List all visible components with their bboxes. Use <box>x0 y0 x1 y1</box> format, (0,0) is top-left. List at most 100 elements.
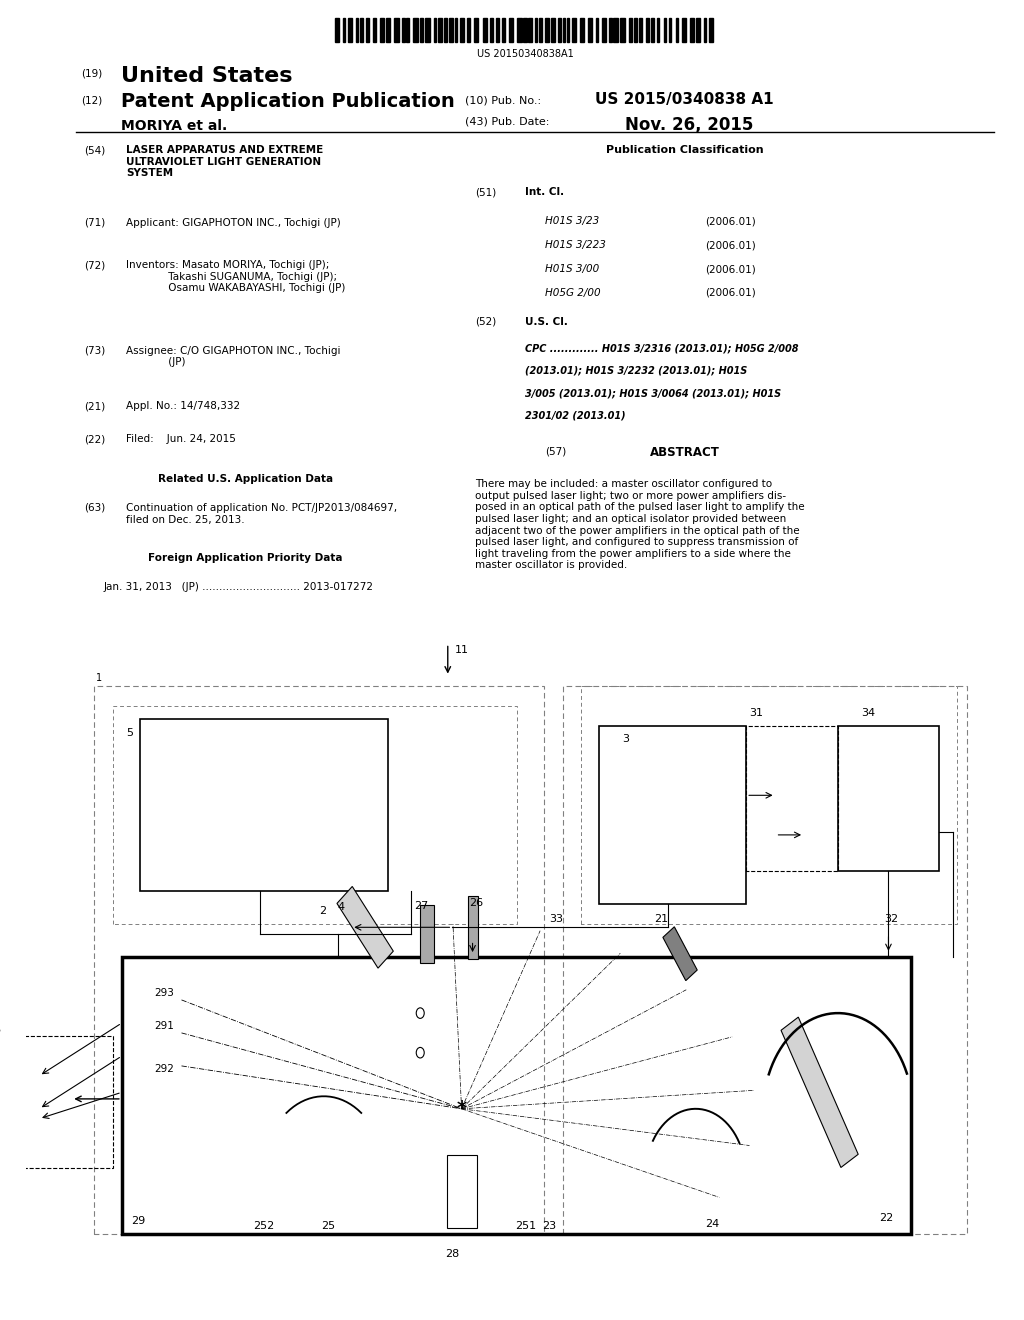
Bar <box>634 18 637 42</box>
Polygon shape <box>781 1018 858 1167</box>
Bar <box>563 18 565 42</box>
Text: 293: 293 <box>154 989 174 998</box>
Text: (43) Pub. Date:: (43) Pub. Date: <box>465 116 550 127</box>
Text: (57): (57) <box>545 446 566 457</box>
Text: Int. Cl.: Int. Cl. <box>525 187 564 198</box>
Text: United States: United States <box>121 66 292 86</box>
Bar <box>629 18 632 42</box>
Text: (71): (71) <box>84 218 105 228</box>
Bar <box>669 18 672 42</box>
Bar <box>639 18 642 42</box>
Bar <box>581 18 584 42</box>
Bar <box>613 18 617 42</box>
Bar <box>705 18 706 42</box>
Text: US 2015/0340838 A1: US 2015/0340838 A1 <box>595 92 773 107</box>
Text: U.S. Cl.: U.S. Cl. <box>525 317 568 327</box>
Bar <box>460 18 464 42</box>
Text: (52): (52) <box>475 317 497 327</box>
Text: 4: 4 <box>338 903 345 912</box>
Bar <box>517 18 521 42</box>
Bar <box>496 18 499 42</box>
Text: 11: 11 <box>455 645 469 655</box>
Polygon shape <box>337 887 393 968</box>
Text: 29: 29 <box>131 1216 145 1226</box>
Bar <box>656 18 659 42</box>
Text: 26: 26 <box>469 898 483 908</box>
Text: 3: 3 <box>623 734 629 744</box>
Bar <box>551 18 555 42</box>
Text: Publication Classification: Publication Classification <box>606 145 764 156</box>
Text: (12): (12) <box>81 95 102 106</box>
Text: 5: 5 <box>126 727 133 738</box>
Text: 252: 252 <box>254 1221 274 1232</box>
Bar <box>425 18 430 42</box>
Bar <box>709 18 713 42</box>
Text: (2013.01); H01S 3/2232 (2013.01); H01S: (2013.01); H01S 3/2232 (2013.01); H01S <box>525 366 748 376</box>
Text: US 20150340838A1: US 20150340838A1 <box>476 49 573 59</box>
Bar <box>467 18 470 42</box>
Text: Foreign Application Priority Data: Foreign Application Priority Data <box>148 553 343 564</box>
Text: (2006.01): (2006.01) <box>705 216 756 227</box>
Text: 31: 31 <box>749 708 763 718</box>
Text: Assignee: C/O GIGAPHOTON INC., Tochigi
             (JP): Assignee: C/O GIGAPHOTON INC., Tochigi (… <box>126 346 340 367</box>
Bar <box>509 18 513 42</box>
Bar <box>602 18 605 42</box>
Bar <box>621 18 625 42</box>
Text: (21): (21) <box>84 401 105 412</box>
Bar <box>343 18 345 42</box>
Bar <box>676 18 678 42</box>
Text: 2: 2 <box>319 906 327 916</box>
Bar <box>609 18 611 42</box>
Bar <box>380 18 384 42</box>
Bar <box>336 18 339 42</box>
Text: MORIYA et al.: MORIYA et al. <box>121 119 227 133</box>
Text: (73): (73) <box>84 346 105 356</box>
Text: 33: 33 <box>549 913 563 924</box>
Text: CPC ............. H01S 3/2316 (2013.01); H05G 2/008: CPC ............. H01S 3/2316 (2013.01);… <box>525 343 799 354</box>
Text: 292: 292 <box>154 1064 174 1074</box>
Text: 34: 34 <box>861 708 876 718</box>
Text: LASER APPARATUS AND EXTREME
ULTRAVIOLET LIGHT GENERATION
SYSTEM: LASER APPARATUS AND EXTREME ULTRAVIOLET … <box>126 145 324 178</box>
Bar <box>373 18 376 42</box>
Bar <box>420 18 423 42</box>
Bar <box>490 18 493 42</box>
Bar <box>407 18 409 42</box>
Bar <box>571 18 577 42</box>
Polygon shape <box>663 927 697 981</box>
Bar <box>386 18 390 42</box>
Bar <box>664 18 667 42</box>
Text: (51): (51) <box>475 187 497 198</box>
Text: (72): (72) <box>84 260 105 271</box>
Text: (2006.01): (2006.01) <box>705 288 756 298</box>
Text: H05G 2/00: H05G 2/00 <box>545 288 601 298</box>
Text: There may be included: a master oscillator configured to
output pulsed laser lig: There may be included: a master oscillat… <box>475 479 805 570</box>
Text: H01S 3/223: H01S 3/223 <box>545 240 606 251</box>
Bar <box>420 906 433 964</box>
Text: Applicant: GIGAPHOTON INC., Tochigi (JP): Applicant: GIGAPHOTON INC., Tochigi (JP) <box>126 218 341 228</box>
Bar <box>437 18 442 42</box>
Bar <box>545 18 549 42</box>
Text: Appl. No.: 14/748,332: Appl. No.: 14/748,332 <box>126 401 240 412</box>
Text: (63): (63) <box>84 503 105 513</box>
Text: H01S 3/23: H01S 3/23 <box>545 216 599 227</box>
Text: Patent Application Publication: Patent Application Publication <box>121 92 455 111</box>
Text: 21: 21 <box>654 913 669 924</box>
Text: Filed:    Jun. 24, 2015: Filed: Jun. 24, 2015 <box>126 434 236 445</box>
Bar <box>402 18 404 42</box>
Text: (19): (19) <box>81 69 102 79</box>
Text: 24: 24 <box>705 1220 719 1229</box>
Bar <box>455 18 457 42</box>
Bar <box>682 18 686 42</box>
Text: 1: 1 <box>96 673 102 682</box>
Text: 3/005 (2013.01); H01S 3/0064 (2013.01); H01S: 3/005 (2013.01); H01S 3/0064 (2013.01); … <box>525 388 781 399</box>
Bar <box>536 18 538 42</box>
Bar <box>446 1155 476 1228</box>
Text: 291: 291 <box>154 1022 174 1031</box>
Text: 251: 251 <box>515 1221 537 1232</box>
Text: (2006.01): (2006.01) <box>705 240 756 251</box>
Text: 25: 25 <box>322 1221 336 1232</box>
Text: 22: 22 <box>880 1213 894 1222</box>
Bar <box>558 18 560 42</box>
Bar <box>394 18 398 42</box>
Text: 32: 32 <box>884 913 898 924</box>
